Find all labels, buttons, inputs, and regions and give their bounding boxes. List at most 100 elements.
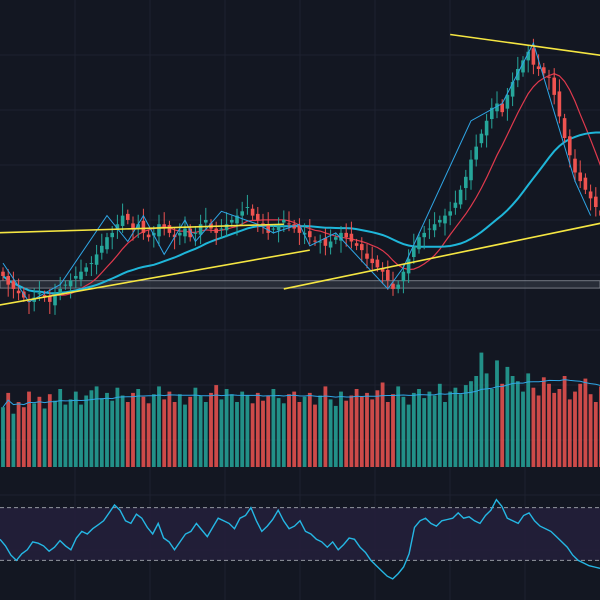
candle-down [552, 77, 556, 95]
volume-bar-up [318, 395, 323, 467]
candle-up [417, 237, 421, 250]
volume-bar-up [489, 389, 494, 467]
candle-up [448, 211, 452, 216]
volume-bar-down [354, 389, 359, 467]
candle-up [120, 215, 125, 226]
volume-bar-down [541, 377, 546, 467]
trendlines[interactable] [0, 33, 600, 307]
candle-up [32, 297, 36, 302]
volume-bar-down [250, 403, 255, 467]
candle-up [63, 284, 68, 286]
volume-bar-down [583, 378, 588, 467]
candle-up [271, 228, 276, 230]
volume-bar-down [588, 394, 593, 467]
volume-bar-up [235, 402, 239, 467]
volume-bar-up [505, 366, 510, 467]
volume-bar-down [552, 392, 557, 467]
volume-panel [1, 352, 600, 467]
volume-bar-up [183, 404, 187, 467]
volume-bar-up [443, 402, 447, 467]
volume-bar-up [510, 376, 515, 467]
candle-up [79, 271, 83, 280]
volume-bar-up [177, 394, 182, 467]
candle-down [375, 259, 380, 268]
volume-bar-down [313, 404, 317, 467]
candle-up [94, 254, 99, 265]
candle-up [136, 224, 140, 229]
candle-down [536, 66, 541, 69]
candle-down [313, 240, 317, 242]
fast-moving-average-line [2, 73, 600, 297]
candle-up [438, 219, 442, 223]
volume-bar-down [349, 395, 354, 467]
volume-bar-up [271, 389, 276, 467]
candle-up [495, 103, 499, 112]
candle-down [365, 253, 369, 259]
trendline-4[interactable] [450, 33, 600, 61]
volume-bar-up [110, 400, 115, 467]
trendline-2[interactable] [0, 249, 310, 306]
support-zone-box [0, 280, 600, 289]
volume-bar-up [84, 395, 89, 467]
candle-up [282, 219, 286, 223]
candle-up [334, 237, 338, 240]
candle-up [328, 241, 333, 248]
candle-down [360, 244, 364, 251]
candle-down [141, 220, 146, 233]
volume-bar-up [495, 360, 499, 467]
volume-bar-up [469, 381, 473, 467]
volume-bar-up [458, 394, 463, 467]
volume-bar-down [391, 394, 395, 467]
volume-bar-up [484, 373, 489, 467]
rsi-line [0, 498, 600, 580]
candle-up [526, 51, 530, 61]
candle-down [1, 271, 5, 276]
volume-bar-down [500, 383, 505, 467]
candle-down [162, 224, 166, 229]
volume-bar-up [53, 400, 57, 467]
volume-bar-up [302, 396, 307, 467]
volume-bar-down [214, 385, 219, 467]
volume-bar-up [115, 387, 120, 467]
candle-down [188, 228, 192, 238]
candle-up [68, 280, 73, 287]
candle-up [521, 60, 525, 73]
volume-bar-up [63, 404, 68, 467]
candle-up [422, 232, 426, 238]
volume-bar-up [521, 391, 525, 467]
slow-moving-average-line [2, 131, 600, 295]
volume-bar-up [437, 383, 442, 467]
volume-bar-up [120, 395, 125, 467]
volume-bar-down [536, 395, 541, 467]
candle-up [276, 224, 281, 231]
volume-bar-down [16, 402, 21, 467]
candle-up [396, 284, 400, 289]
volume-bar-up [245, 395, 250, 467]
candle-down [126, 213, 130, 220]
candle-up [318, 241, 322, 243]
volume-bar-up [396, 386, 401, 467]
candle-up [245, 207, 250, 208]
volume-bar-down [255, 392, 260, 467]
volume-bar-down [562, 376, 567, 467]
candle-up [510, 81, 515, 97]
candle-down [250, 208, 255, 216]
candle-up [505, 94, 510, 109]
volume-bar-down [344, 400, 349, 467]
volume-bar-up [432, 395, 437, 467]
candle-up [474, 146, 478, 160]
candle-up [516, 69, 520, 81]
volume-bar-down [287, 394, 291, 467]
candle-down [48, 295, 52, 302]
candle-up [401, 271, 406, 282]
trendline-1[interactable] [0, 223, 284, 234]
candle-down [349, 233, 354, 242]
candle-up [110, 232, 114, 238]
candle-down [573, 158, 577, 173]
volume-bar-down [261, 400, 265, 467]
candle-up [464, 176, 468, 189]
trendline-3[interactable] [283, 216, 600, 290]
volume-bar-up [463, 385, 468, 467]
